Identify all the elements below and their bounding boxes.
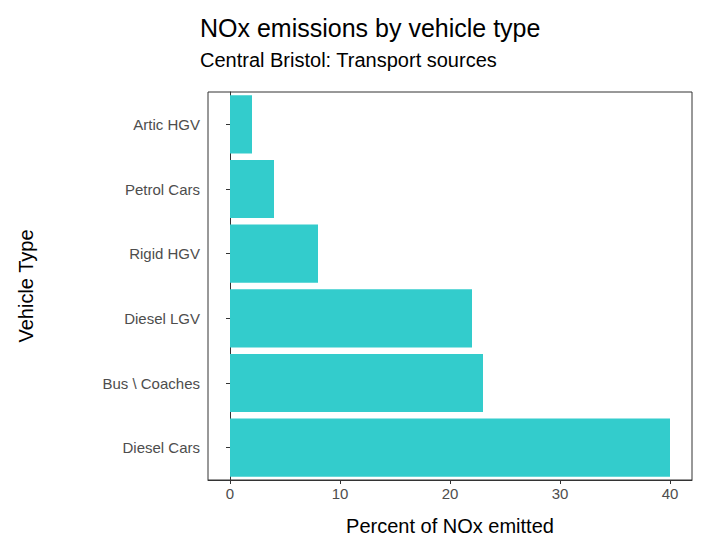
svg-text:10: 10 <box>332 485 349 502</box>
svg-text:Petrol Cars: Petrol Cars <box>125 181 200 198</box>
svg-text:20: 20 <box>442 485 459 502</box>
svg-text:Percent of NOx emitted: Percent of NOx emitted <box>346 515 554 537</box>
svg-text:Vehicle Type: Vehicle Type <box>15 229 37 342</box>
svg-text:30: 30 <box>552 485 569 502</box>
svg-text:40: 40 <box>662 485 679 502</box>
svg-text:Diesel LGV: Diesel LGV <box>124 310 200 327</box>
svg-text:NOx emissions by vehicle type: NOx emissions by vehicle type <box>200 14 540 42</box>
svg-text:Rigid HGV: Rigid HGV <box>129 245 200 262</box>
svg-text:Central Bristol: Transport sou: Central Bristol: Transport sources <box>200 49 497 71</box>
svg-text:Bus \ Coaches: Bus \ Coaches <box>102 375 200 392</box>
svg-text:0: 0 <box>226 485 234 502</box>
svg-text:Artic HGV: Artic HGV <box>133 116 200 133</box>
svg-text:Diesel Cars: Diesel Cars <box>122 439 200 456</box>
